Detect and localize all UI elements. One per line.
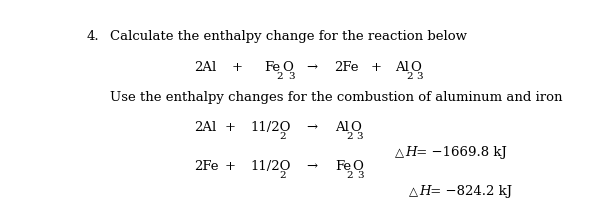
Text: = −824.2 kJ: = −824.2 kJ: [426, 185, 512, 198]
Text: 2Fe: 2Fe: [194, 160, 219, 173]
Text: Al: Al: [335, 121, 349, 134]
Text: O: O: [410, 61, 421, 74]
Text: H: H: [419, 185, 430, 198]
Text: 2: 2: [347, 171, 353, 180]
Text: 3: 3: [358, 171, 364, 180]
Text: H: H: [405, 146, 417, 159]
Text: 3: 3: [288, 72, 295, 81]
Text: 11/2O: 11/2O: [250, 121, 291, 134]
Text: O: O: [352, 160, 363, 173]
Text: 2: 2: [406, 72, 413, 81]
Text: △: △: [395, 146, 404, 159]
Text: +: +: [371, 61, 382, 74]
Text: O: O: [350, 121, 361, 134]
Text: 3: 3: [356, 132, 363, 141]
Text: 2Al: 2Al: [194, 121, 217, 134]
Text: △: △: [409, 185, 418, 198]
Text: 11/2O: 11/2O: [250, 160, 291, 173]
Text: = −1669.8 kJ: = −1669.8 kJ: [412, 146, 506, 159]
Text: 4.: 4.: [87, 30, 99, 43]
Text: Calculate the enthalpy change for the reaction below: Calculate the enthalpy change for the re…: [110, 30, 467, 43]
Text: 2: 2: [279, 132, 286, 141]
Text: 2: 2: [347, 132, 353, 141]
Text: →: →: [306, 121, 318, 134]
Text: 2Al: 2Al: [194, 61, 217, 74]
Text: +: +: [232, 61, 243, 74]
Text: →: →: [306, 61, 317, 74]
Text: O: O: [282, 61, 293, 74]
Text: 2: 2: [276, 72, 282, 81]
Text: Al: Al: [395, 61, 409, 74]
Text: Use the enthalpy changes for the combustion of aluminum and iron: Use the enthalpy changes for the combust…: [110, 91, 563, 104]
Text: Fe: Fe: [335, 160, 351, 173]
Text: Fe: Fe: [264, 61, 281, 74]
Text: 2: 2: [279, 171, 286, 180]
Text: +: +: [225, 160, 235, 173]
Text: 3: 3: [416, 72, 423, 81]
Text: 2Fe: 2Fe: [334, 61, 359, 74]
Text: +: +: [225, 121, 235, 134]
Text: →: →: [306, 160, 318, 173]
